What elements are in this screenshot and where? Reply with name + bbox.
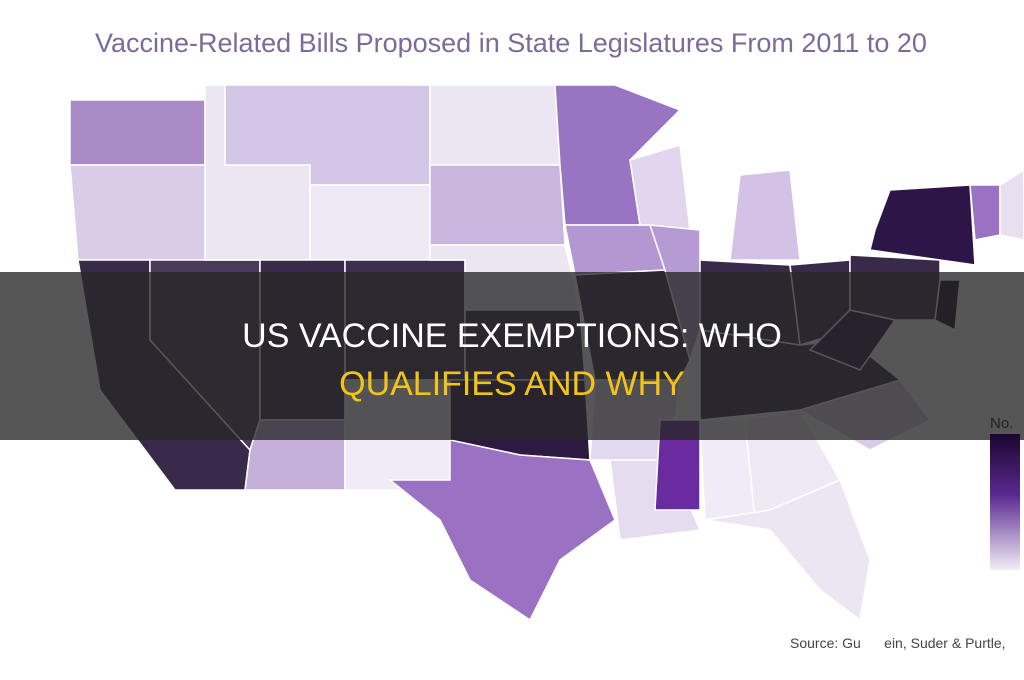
state <box>429 84 561 166</box>
state <box>387 439 616 622</box>
state <box>69 164 211 261</box>
state <box>629 144 691 231</box>
state <box>429 164 566 246</box>
banner <box>0 272 1024 440</box>
state <box>999 169 1024 241</box>
source: Source: Gu ein, Suder & Purtle, <box>790 635 1006 651</box>
banner-line1: US VACCINE EXEMPTIONS: WHO <box>242 317 782 355</box>
legend-label: No. <box>990 415 1013 432</box>
legend-gradient <box>990 434 1020 570</box>
state <box>704 479 871 622</box>
state <box>729 169 801 261</box>
state <box>69 99 206 166</box>
state <box>309 184 431 261</box>
state <box>969 184 1001 241</box>
state <box>564 224 667 276</box>
banner-line2: QUALIFIES AND WHY <box>339 365 685 403</box>
map-title: Vaccine-Related Bills Proposed in State … <box>95 28 927 58</box>
state <box>869 184 976 266</box>
